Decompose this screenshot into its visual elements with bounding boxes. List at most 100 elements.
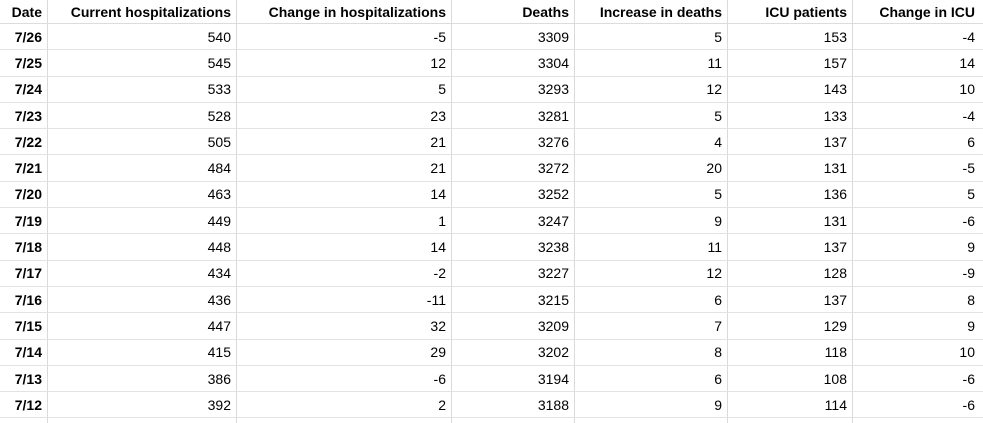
cell-current_hospitalizations[interactable]: 449 xyxy=(48,208,237,234)
cell-increase_in_deaths[interactable]: 7 xyxy=(575,313,728,339)
cell-icu_patients[interactable]: 157 xyxy=(728,50,853,76)
cell-change_in_icu[interactable]: -9 xyxy=(962,265,975,282)
empty-cell[interactable] xyxy=(575,418,728,423)
cell-current_hospitalizations[interactable]: 540 xyxy=(48,24,237,50)
cell-change_in_hospitalizations[interactable]: 1 xyxy=(237,208,452,234)
cell-change_in_icu[interactable]: 5 xyxy=(967,186,975,203)
cell-change_in_hospitalizations[interactable]: -11 xyxy=(237,286,452,313)
cell-increase_in_deaths[interactable]: 9 xyxy=(575,392,728,418)
cell-icu_patients[interactable]: 131 xyxy=(728,208,853,234)
cell-icu_patients[interactable]: 131 xyxy=(728,155,853,181)
cell-deaths[interactable]: 3281 xyxy=(452,102,575,129)
cell-increase_in_deaths[interactable]: 6 xyxy=(575,286,728,313)
cell-increase_in_deaths[interactable]: 12 xyxy=(575,260,728,286)
cell-change_in_icu[interactable]: 6 xyxy=(967,133,975,150)
cell-deaths[interactable]: 3215 xyxy=(452,286,575,313)
cell-icu_patients[interactable]: 137 xyxy=(728,234,853,260)
empty-cell[interactable] xyxy=(853,418,983,423)
cell-change_in_icu[interactable]: 8 xyxy=(967,291,975,308)
cell-change_in_hospitalizations[interactable]: 5 xyxy=(237,76,452,102)
cell-icu_patients[interactable]: 128 xyxy=(728,260,853,286)
cell-change_in_hospitalizations[interactable]: 12 xyxy=(237,50,452,76)
empty-cell[interactable] xyxy=(237,418,452,423)
cell-deaths[interactable]: 3304 xyxy=(452,50,575,76)
cell-icu_patients[interactable]: 137 xyxy=(728,129,853,155)
cell-date[interactable]: 7/13 xyxy=(0,365,48,392)
cell-deaths[interactable]: 3194 xyxy=(452,365,575,392)
empty-cell[interactable] xyxy=(452,418,575,423)
cell-deaths[interactable]: 3293 xyxy=(452,76,575,102)
cell-deaths[interactable]: 3227 xyxy=(452,260,575,286)
cell-date[interactable]: 7/20 xyxy=(0,181,48,208)
cell-increase_in_deaths[interactable]: 20 xyxy=(575,155,728,181)
column-header-current-hospitalizations[interactable]: Current hospitalizations xyxy=(48,0,237,23)
cell-current_hospitalizations[interactable]: 415 xyxy=(48,339,237,365)
cell-current_hospitalizations[interactable]: 545 xyxy=(48,50,237,76)
empty-cell[interactable] xyxy=(0,418,48,423)
cell-change_in_icu[interactable]: -6 xyxy=(962,396,975,413)
cell-current_hospitalizations[interactable]: 505 xyxy=(48,129,237,155)
cell-increase_in_deaths[interactable]: 4 xyxy=(575,129,728,155)
cell-change_in_icu[interactable]: -6 xyxy=(962,212,975,229)
cell-icu_patients[interactable]: 136 xyxy=(728,181,853,208)
cell-icu_patients[interactable]: 143 xyxy=(728,76,853,102)
cell-change_in_icu[interactable]: -6 xyxy=(962,370,975,387)
cell-date[interactable]: 7/24 xyxy=(0,76,48,102)
empty-cell[interactable] xyxy=(728,418,853,423)
cell-date[interactable]: 7/15 xyxy=(0,313,48,339)
cell-deaths[interactable]: 3309 xyxy=(452,24,575,50)
cell-deaths[interactable]: 3252 xyxy=(452,181,575,208)
column-header-icu-patients[interactable]: ICU patients xyxy=(728,0,853,23)
cell-change_in_hospitalizations[interactable]: -5 xyxy=(237,24,452,50)
cell-change_in_icu[interactable]: 10 xyxy=(959,81,975,98)
cell-date[interactable]: 7/23 xyxy=(0,102,48,129)
cell-change_in_hospitalizations[interactable]: 32 xyxy=(237,313,452,339)
cell-date[interactable]: 7/12 xyxy=(0,392,48,418)
cell-change_in_hospitalizations[interactable]: 14 xyxy=(237,234,452,260)
cell-icu_patients[interactable]: 114 xyxy=(728,392,853,418)
cell-date[interactable]: 7/18 xyxy=(0,234,48,260)
cell-change_in_icu[interactable]: -4 xyxy=(962,107,975,124)
cell-change_in_hospitalizations[interactable]: 21 xyxy=(237,155,452,181)
cell-change_in_hospitalizations[interactable]: 2 xyxy=(237,392,452,418)
cell-increase_in_deaths[interactable]: 5 xyxy=(575,24,728,50)
cell-current_hospitalizations[interactable]: 386 xyxy=(48,365,237,392)
cell-deaths[interactable]: 3276 xyxy=(452,129,575,155)
cell-icu_patients[interactable]: 118 xyxy=(728,339,853,365)
cell-deaths[interactable]: 3202 xyxy=(452,339,575,365)
cell-date[interactable]: 7/21 xyxy=(0,155,48,181)
cell-date[interactable]: 7/25 xyxy=(0,50,48,76)
cell-deaths[interactable]: 3209 xyxy=(452,313,575,339)
cell-change_in_hospitalizations[interactable]: -6 xyxy=(237,365,452,392)
cell-increase_in_deaths[interactable]: 6 xyxy=(575,365,728,392)
cell-icu_patients[interactable]: 137 xyxy=(728,286,853,313)
cell-deaths[interactable]: 3238 xyxy=(452,234,575,260)
cell-change_in_icu[interactable]: 14 xyxy=(959,54,975,71)
cell-change_in_icu[interactable]: 9 xyxy=(967,317,975,334)
cell-increase_in_deaths[interactable]: 11 xyxy=(575,234,728,260)
cell-change_in_hospitalizations[interactable]: 29 xyxy=(237,339,452,365)
cell-increase_in_deaths[interactable]: 8 xyxy=(575,339,728,365)
cell-current_hospitalizations[interactable]: 436 xyxy=(48,286,237,313)
cell-change_in_icu[interactable]: 10 xyxy=(959,344,975,361)
cell-current_hospitalizations[interactable]: 533 xyxy=(48,76,237,102)
column-header-date[interactable]: Date xyxy=(0,0,48,23)
cell-increase_in_deaths[interactable]: 5 xyxy=(575,102,728,129)
cell-date[interactable]: 7/17 xyxy=(0,260,48,286)
cell-change_in_hospitalizations[interactable]: -2 xyxy=(237,260,452,286)
cell-current_hospitalizations[interactable]: 392 xyxy=(48,392,237,418)
cell-increase_in_deaths[interactable]: 12 xyxy=(575,76,728,102)
cell-deaths[interactable]: 3272 xyxy=(452,155,575,181)
cell-deaths[interactable]: 3247 xyxy=(452,208,575,234)
cell-change_in_icu[interactable]: -5 xyxy=(962,160,975,177)
cell-date[interactable]: 7/26 xyxy=(0,24,48,50)
cell-icu_patients[interactable]: 133 xyxy=(728,102,853,129)
cell-current_hospitalizations[interactable]: 447 xyxy=(48,313,237,339)
column-header-increase-in-deaths[interactable]: Increase in deaths xyxy=(575,0,728,23)
cell-icu_patients[interactable]: 129 xyxy=(728,313,853,339)
column-header-deaths[interactable]: Deaths xyxy=(452,0,575,23)
cell-icu_patients[interactable]: 153 xyxy=(728,24,853,50)
column-header-change-in-icu[interactable]: Change in ICU xyxy=(879,3,975,20)
cell-change_in_icu[interactable]: -4 xyxy=(962,28,975,45)
cell-current_hospitalizations[interactable]: 463 xyxy=(48,181,237,208)
